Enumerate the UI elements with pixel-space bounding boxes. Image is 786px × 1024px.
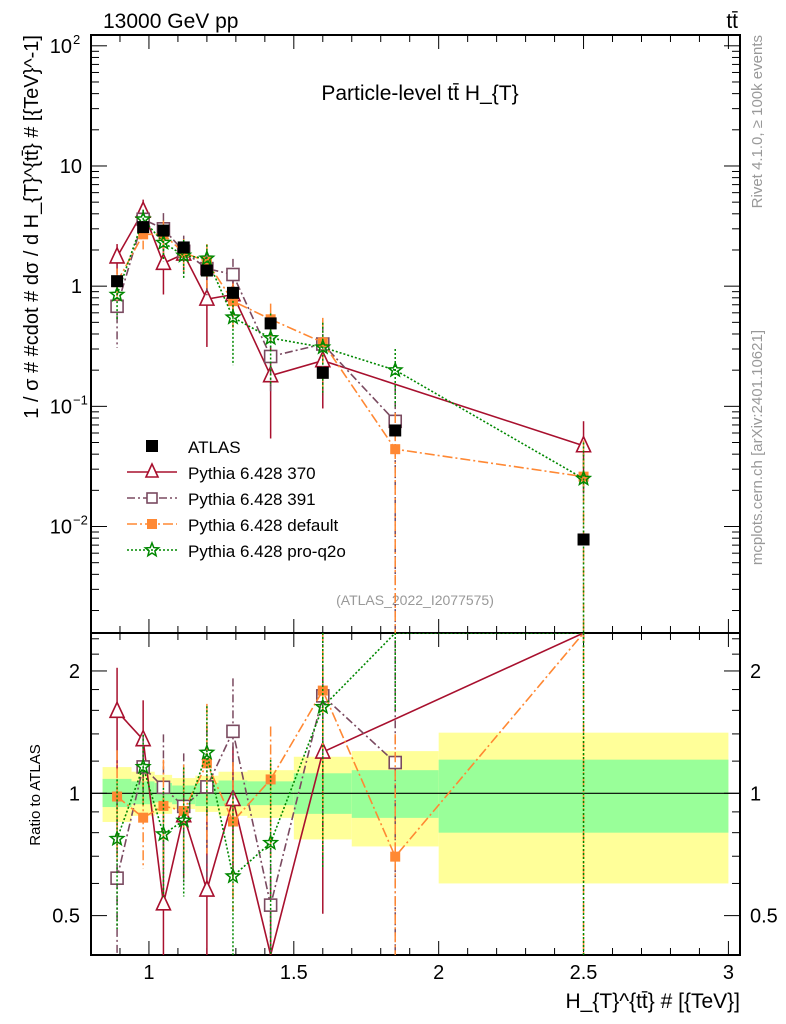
star-marker [154, 825, 173, 842]
legend-label: Pythia 6.428 370 [188, 464, 316, 483]
legend-item: Pythia 6.428 default [127, 516, 339, 535]
legend-label: ATLAS [188, 438, 241, 457]
y-tick-exponent: −2 [73, 513, 88, 528]
filled-square-marker [390, 851, 401, 862]
star-marker [314, 338, 332, 355]
legend-label: Pythia 6.428 391 [188, 490, 316, 509]
y-tick-label: 10 [50, 36, 72, 58]
ratio-tick-label-right: 1 [750, 783, 761, 805]
y-tick-exponent: 2 [73, 32, 80, 47]
series-line [116, 217, 584, 480]
data-marker [157, 224, 170, 237]
y-tick-exponent: −1 [73, 392, 88, 407]
triangle-marker [144, 462, 160, 478]
star-marker [108, 285, 126, 302]
star-marker [314, 697, 332, 715]
triangle-marker [155, 252, 172, 271]
x-tick-label: 3 [723, 962, 734, 984]
y-tick-label: 10 [50, 396, 72, 418]
ratio-tick-label-right: 2 [750, 661, 761, 683]
ratio-tick-label: 2 [69, 661, 80, 683]
data-marker [226, 286, 239, 299]
header-right: tt̄ [726, 10, 738, 33]
star-marker [198, 743, 216, 760]
ratio-tick-label-right: 0.5 [750, 906, 778, 928]
filled-square-marker [138, 229, 149, 240]
ratio-y-axis-label: Ratio to ATLAS [27, 744, 44, 845]
star-marker [175, 811, 193, 828]
series-layer [108, 199, 593, 955]
triangle-marker [108, 700, 126, 719]
open-square-marker [110, 871, 124, 885]
star-marker [386, 361, 404, 378]
y-tick-label: 10 [50, 517, 72, 539]
header-left: 13000 GeV pp [103, 10, 238, 33]
open-square-marker [263, 349, 278, 364]
side-label-bottom: mcplots.cern.ch [arXiv:2401.10621] [749, 330, 766, 565]
star-marker [261, 328, 280, 346]
chart-title: Particle-level tt̄ H_{T} [321, 82, 518, 105]
ratio-line [116, 694, 396, 906]
filled-square-marker [147, 519, 157, 529]
ratio-tick-label: 0.5 [52, 906, 80, 928]
legend-item: Pythia 6.428 pro-q2o [127, 540, 346, 561]
legend-item: ATLAS [146, 438, 241, 457]
star-marker [574, 469, 593, 487]
open-square-marker [226, 724, 240, 739]
data-marker [389, 424, 402, 437]
filled-square-marker [317, 337, 328, 348]
legend-label: Pythia 6.428 default [188, 516, 339, 535]
triangle-marker [108, 246, 126, 264]
filled-square-marker [578, 471, 589, 482]
y-axis-label: 1 / σ # #cdot # dσ / d H_{T}^{tt̄} # [{T… [21, 35, 43, 419]
data-marker [146, 440, 158, 452]
triangle-marker [198, 288, 216, 306]
analysis-label: (ATLAS_2022_I2077575) [336, 592, 494, 608]
ratio-line [116, 633, 585, 859]
filled-square-marker [158, 800, 169, 811]
filled-square-marker [178, 805, 189, 816]
star-marker [134, 757, 152, 775]
legend: ATLAS Pythia 6.428 370 Pythia 6.428 391 Pyt… [127, 438, 346, 561]
star-marker [224, 867, 242, 884]
series-atlas [111, 221, 590, 546]
data-marker [177, 241, 190, 254]
x-axis-label: H_{T}^{tt̄} # [{TeV}] [566, 990, 740, 1013]
side-label-top: Rivet 4.1.0, ≥ 100k events [749, 35, 766, 208]
data-marker [137, 221, 150, 234]
ratio-line [116, 633, 584, 878]
filled-square-marker [265, 774, 276, 785]
star-marker [154, 233, 173, 251]
legend-label: Pythia 6.428 pro-q2o [188, 542, 346, 561]
open-square-marker [146, 492, 158, 504]
star-marker [224, 308, 242, 325]
legend-item: Pythia 6.428 370 [127, 462, 316, 483]
y-tick-label: 1 [71, 276, 82, 298]
filled-square-marker [390, 444, 401, 455]
y-tick-label: 10 [60, 156, 82, 178]
x-tick-label: 1.5 [280, 962, 308, 984]
data-marker [577, 533, 590, 546]
triangle-marker [198, 879, 216, 897]
star-marker [143, 540, 161, 558]
open-square-marker [226, 267, 240, 282]
data-marker [200, 264, 213, 277]
x-tick-label: 1 [143, 962, 154, 984]
star-marker [198, 249, 216, 266]
ratio-tick-label: 1 [69, 783, 80, 805]
data-marker [111, 275, 124, 288]
triangle-marker [155, 892, 172, 911]
series-line [116, 233, 584, 478]
legend-item: Pythia 6.428 391 [127, 490, 316, 509]
x-tick-label: 2 [433, 962, 444, 984]
data-marker [316, 366, 329, 379]
filled-square-marker [138, 812, 149, 823]
star-marker [108, 829, 126, 847]
data-marker [264, 317, 277, 330]
star-marker [261, 833, 280, 851]
x-tick-label: 2.5 [570, 962, 598, 984]
